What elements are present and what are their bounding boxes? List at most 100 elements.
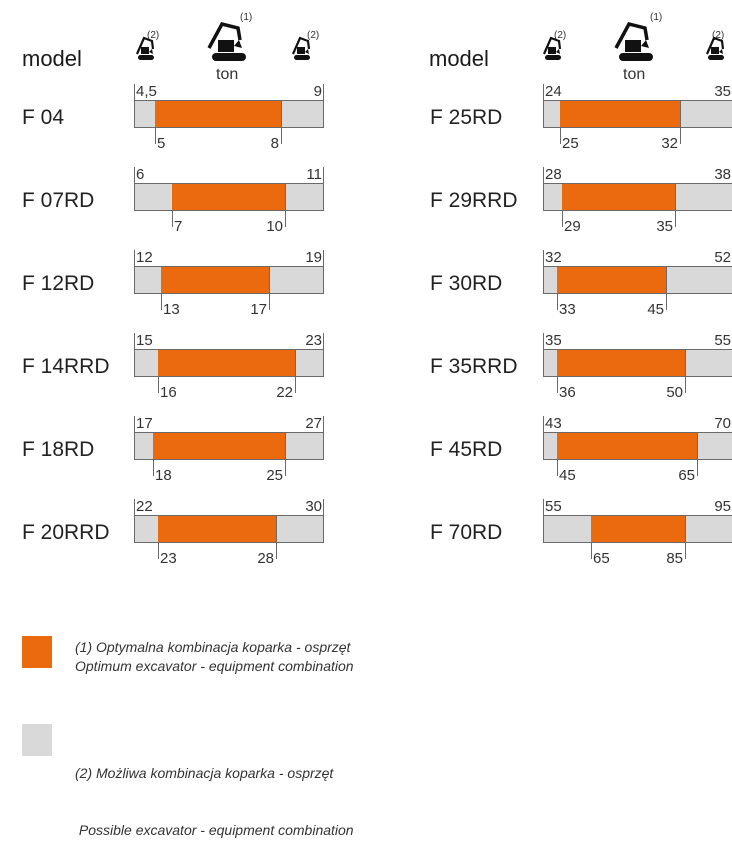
max-label: 27 [305, 415, 322, 432]
chart-row: F 14RRD 15 23 16 22 [0, 333, 732, 413]
chart-row: F 70RD 55 95 65 85 [0, 499, 732, 579]
max-label: 19 [305, 249, 322, 266]
legend-text-optimal: (1) Optymalna kombinacja koparka - osprz… [75, 638, 354, 676]
range-tick [134, 499, 135, 515]
range-tick [685, 543, 686, 559]
optimal-min-label: 16 [160, 384, 177, 401]
note-possible-right-hi: (2) [712, 30, 725, 41]
note-possible-left-lo: (2) [147, 30, 160, 41]
range-tick [562, 211, 563, 227]
range-tick [276, 543, 277, 559]
excavator-large-icon [207, 21, 246, 61]
optimal-bar [172, 183, 286, 211]
optimal-min-label: 25 [562, 135, 579, 152]
note-possible-left-hi: (2) [307, 30, 320, 41]
range-tick [666, 294, 667, 310]
range-tick [285, 211, 286, 227]
min-label: 32 [545, 249, 562, 266]
possible-low-bar [134, 515, 159, 543]
range-tick [285, 460, 286, 476]
range-tick [161, 294, 162, 310]
model-label: F 25RD [430, 106, 503, 129]
min-label: 17 [136, 415, 153, 432]
range-tick [323, 250, 324, 266]
range-tick [323, 167, 324, 183]
optimal-min-label: 36 [559, 384, 576, 401]
optimal-max-label: 8 [270, 135, 279, 152]
model-label: F 18RD [22, 438, 95, 461]
model-label: F 29RRD [430, 189, 518, 212]
model-label: F 30RD [430, 272, 503, 295]
chart-row: F 20RRD 22 30 23 28 [0, 499, 732, 579]
max-label: 38 [714, 166, 731, 183]
optimal-max-label: 85 [666, 550, 683, 567]
range-tick [134, 84, 135, 100]
possible-low-bar [543, 266, 558, 294]
model-label: F 14RRD [22, 355, 110, 378]
range-tick [543, 333, 544, 349]
optimal-min-label: 13 [163, 301, 180, 318]
range-tick [281, 128, 282, 144]
optimal-max-label: 10 [266, 218, 283, 235]
legend-line: Possible excavator - equipment combinati… [75, 822, 354, 838]
range-tick [697, 460, 698, 476]
chart-row: F 18RD 17 27 18 25 [0, 416, 732, 496]
chart-row: F 25RD 24 35 25 32 [0, 84, 732, 164]
min-label: 12 [136, 249, 153, 266]
range-tick [543, 84, 544, 100]
possible-low-bar [134, 349, 159, 377]
max-label: 70 [714, 415, 731, 432]
chart-row: F 45RD 43 70 45 65 [0, 416, 732, 496]
excavator-small-icon [135, 36, 155, 60]
excavator-small-icon [705, 36, 725, 60]
legend-swatch-optimal [22, 636, 52, 668]
range-tick [323, 84, 324, 100]
possible-high-bar [285, 432, 324, 460]
possible-high-bar [269, 266, 324, 294]
possible-high-bar [697, 432, 732, 460]
range-tick [134, 250, 135, 266]
range-tick [269, 294, 270, 310]
model-label: F 70RD [430, 521, 503, 544]
chart-row: F 30RD 32 52 33 45 [0, 250, 732, 330]
optimal-min-label: 18 [155, 467, 172, 484]
chart-row: F 07RD 6 11 7 10 [0, 167, 732, 247]
range-tick [675, 211, 676, 227]
optimal-min-label: 45 [559, 467, 576, 484]
chart-row: F 12RD 12 19 13 17 [0, 250, 732, 330]
optimal-min-label: 65 [593, 550, 610, 567]
model-header-right: model [429, 46, 489, 71]
range-tick [557, 294, 558, 310]
min-label: 28 [545, 166, 562, 183]
chart-row: F 35RRD 35 55 36 50 [0, 333, 732, 413]
model-label: F 35RRD [430, 355, 518, 378]
min-label: 43 [545, 415, 562, 432]
range-tick [153, 460, 154, 476]
optimal-bar [562, 183, 676, 211]
range-tick [560, 128, 561, 144]
legend-line: (1) Optymalna kombinacja koparka - osprz… [75, 639, 351, 655]
model-label: F 45RD [430, 438, 503, 461]
max-label: 30 [305, 498, 322, 515]
optimal-bar [158, 515, 277, 543]
possible-low-bar [543, 515, 592, 543]
possible-low-bar [543, 183, 563, 211]
range-tick [557, 377, 558, 393]
optimal-max-label: 65 [678, 467, 695, 484]
note-optimal-left: (1) [240, 12, 253, 23]
min-label: 55 [545, 498, 562, 515]
max-label: 55 [714, 332, 731, 349]
min-label: 15 [136, 332, 153, 349]
range-tick [323, 333, 324, 349]
min-label: 35 [545, 332, 562, 349]
note-possible-right-lo: (2) [554, 30, 567, 41]
range-tick [295, 377, 296, 393]
model-label: F 20RRD [22, 521, 110, 544]
range-tick [134, 416, 135, 432]
model-header-left: model [22, 46, 82, 71]
min-label: 24 [545, 83, 562, 100]
range-tick [591, 543, 592, 559]
max-label: 35 [714, 83, 731, 100]
optimal-bar [591, 515, 686, 543]
optimal-bar [557, 432, 698, 460]
